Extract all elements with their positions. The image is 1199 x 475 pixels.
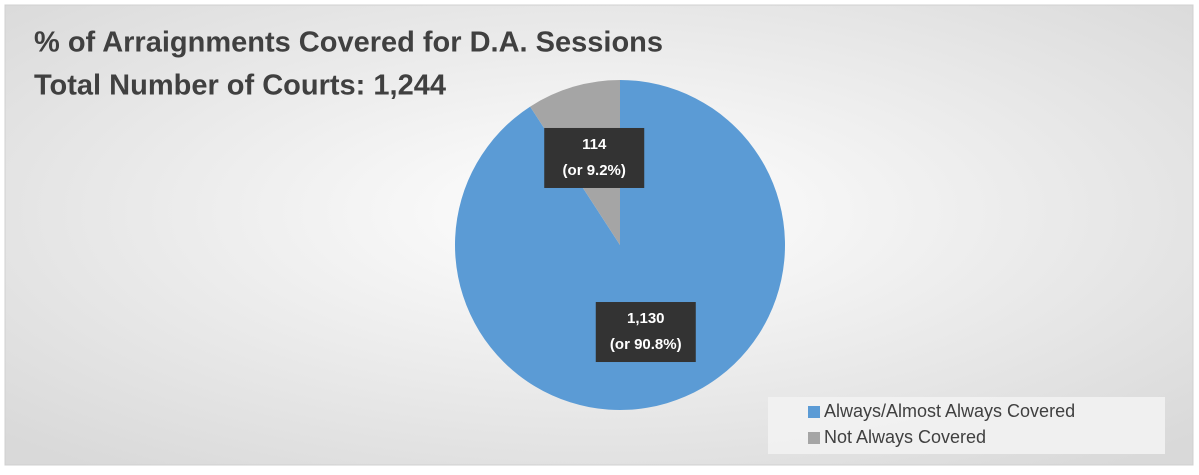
legend-swatch: [808, 432, 820, 444]
chart-subtitle: Total Number of Courts: 1,244: [34, 70, 446, 102]
data-label-box: [544, 127, 645, 188]
data-labels: 1,130 (or 90.8%) 114 (or 9.2%): [544, 127, 696, 363]
legend-label: Always/Almost Always Covered: [824, 401, 1075, 421]
pie-slice: [454, 80, 785, 411]
data-label-box: [595, 302, 696, 363]
data-label: 1,130: [627, 310, 665, 327]
legend-box: [768, 397, 1165, 454]
legend: Always/Almost Always Covered Not Always C…: [768, 397, 1165, 454]
data-label: (or 9.2%): [563, 162, 626, 179]
data-label: (or 90.8%): [610, 336, 682, 353]
legend-swatch: [808, 406, 820, 418]
data-label: 114: [582, 136, 607, 153]
chart-title: % of Arraignments Covered for D.A. Sessi…: [34, 27, 663, 59]
legend-label: Not Always Covered: [824, 427, 986, 447]
